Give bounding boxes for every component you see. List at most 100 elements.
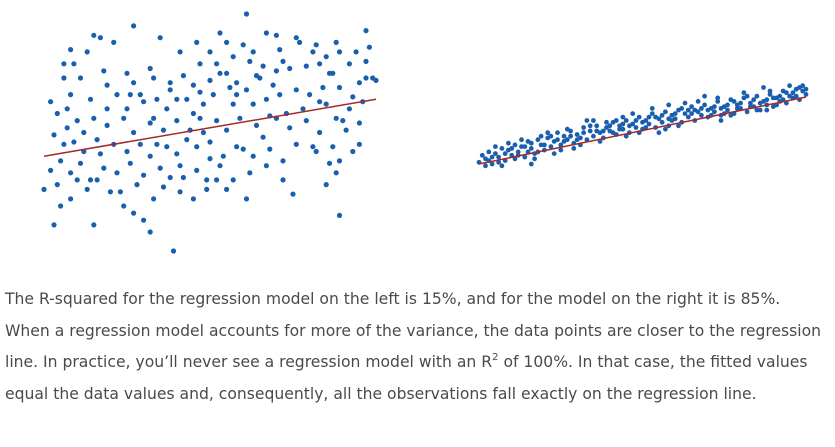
data-point: [160, 127, 167, 133]
data-point: [84, 49, 90, 55]
data-point: [356, 80, 362, 86]
scatter-plot-left: [41, 11, 379, 254]
data-point: [240, 146, 246, 152]
data-point: [310, 144, 316, 150]
data-point: [207, 49, 213, 55]
data-point: [512, 142, 518, 148]
data-point: [64, 125, 70, 131]
data-point: [323, 101, 329, 107]
data-point: [640, 119, 645, 125]
data-point: [277, 92, 283, 98]
data-point: [107, 189, 113, 195]
data-point: [506, 140, 511, 146]
data-point: [685, 114, 691, 120]
data-point: [519, 144, 524, 149]
data-point: [68, 47, 74, 53]
data-point: [604, 119, 609, 125]
data-point: [270, 82, 276, 88]
data-point: [114, 92, 120, 98]
data-point: [180, 73, 186, 79]
data-point: [620, 121, 626, 127]
data-point: [643, 125, 649, 130]
data-point: [757, 107, 763, 113]
data-point: [164, 106, 170, 112]
data-point: [725, 107, 730, 113]
data-point: [731, 99, 737, 104]
data-point: [317, 99, 323, 105]
data-point: [682, 100, 688, 106]
data-point: [124, 70, 130, 76]
data-point: [48, 99, 54, 105]
data-point: [741, 90, 747, 96]
data-point: [522, 154, 528, 160]
data-point: [197, 89, 203, 95]
data-point: [190, 196, 196, 202]
data-point: [184, 96, 190, 102]
data-point: [313, 42, 319, 48]
data-point: [702, 93, 707, 99]
data-point: [260, 134, 266, 140]
data-point: [300, 106, 306, 112]
data-point: [280, 58, 286, 64]
data-point: [217, 163, 223, 169]
data-point: [151, 115, 157, 121]
data-point: [174, 151, 180, 157]
data-point: [787, 83, 792, 89]
data-point: [263, 30, 269, 36]
data-point: [77, 160, 84, 166]
data-point: [111, 39, 117, 45]
data-point: [663, 109, 668, 115]
data-point: [333, 115, 339, 121]
data-point: [646, 114, 652, 120]
data-point: [493, 151, 498, 156]
data-point: [515, 149, 521, 155]
data-point: [200, 101, 206, 107]
data-point: [154, 141, 160, 147]
data-point: [499, 163, 505, 169]
data-point: [247, 58, 253, 64]
data-point: [767, 92, 773, 97]
data-point: [74, 177, 80, 183]
data-point: [499, 146, 505, 151]
data-point: [61, 61, 67, 67]
data-point: [127, 92, 133, 98]
data-point: [754, 93, 760, 99]
data-point: [263, 163, 269, 169]
data-point: [323, 182, 329, 188]
data-point: [699, 106, 704, 111]
data-point: [87, 96, 94, 102]
data-point: [54, 182, 60, 188]
data-point: [548, 133, 554, 139]
data-point: [141, 99, 147, 105]
data-point: [571, 146, 577, 151]
data-point: [496, 154, 501, 160]
data-point: [204, 177, 210, 183]
data-point: [509, 146, 515, 151]
data-point: [204, 186, 210, 192]
data-point: [682, 111, 688, 116]
data-point: [200, 129, 206, 136]
data-point: [363, 58, 369, 64]
data-point: [744, 109, 750, 115]
data-point: [97, 35, 103, 41]
data-point: [363, 75, 369, 81]
data-point: [154, 96, 160, 102]
data-point: [247, 170, 253, 176]
data-point: [483, 163, 488, 169]
data-point: [210, 92, 216, 98]
data-point: [310, 49, 316, 55]
data-point: [734, 106, 740, 111]
data-point: [623, 133, 629, 139]
data-point: [124, 148, 130, 155]
data-point: [94, 137, 100, 143]
data-point: [725, 102, 730, 108]
data-point: [253, 122, 260, 128]
data-point: [61, 141, 67, 147]
data-point: [134, 182, 140, 188]
data-point: [97, 151, 103, 157]
data-point: [127, 160, 133, 166]
data-point: [653, 114, 658, 120]
data-point: [141, 172, 147, 178]
data-point: [303, 118, 309, 124]
data-point: [659, 112, 665, 118]
